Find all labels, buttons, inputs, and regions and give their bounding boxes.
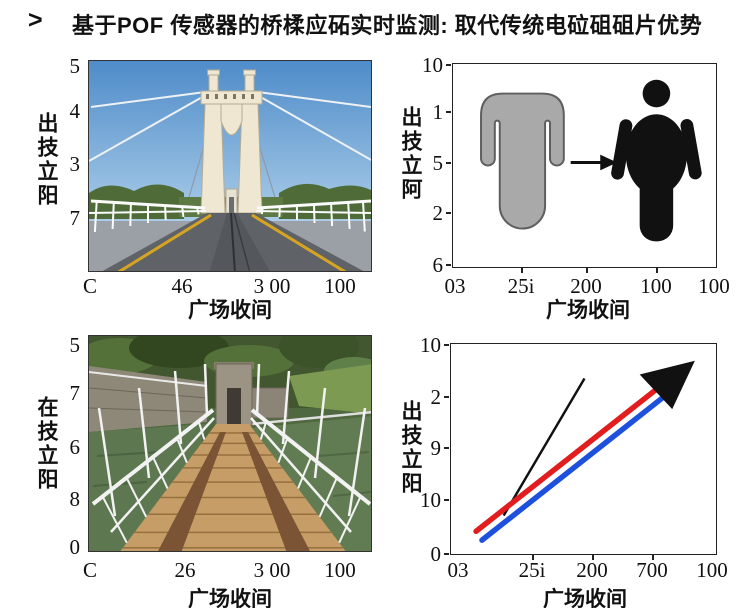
tr-x-axis-label: 广场收间 bbox=[546, 299, 630, 322]
tl-y-tick: 7 bbox=[69, 206, 81, 230]
blue-trend-line bbox=[479, 390, 671, 543]
suspension-cables bbox=[89, 90, 371, 162]
tick-mark bbox=[446, 64, 451, 66]
br-x-tick: 100 bbox=[696, 558, 728, 582]
tick-mark bbox=[652, 555, 654, 560]
br-y-tick: 9 bbox=[430, 436, 442, 460]
tower-ornaments bbox=[206, 94, 254, 99]
far-portal-opening bbox=[229, 197, 234, 213]
tr-axes-frame bbox=[452, 63, 717, 268]
br-y-tick: 0 bbox=[430, 542, 442, 566]
tl-x-tick: 3 00 bbox=[253, 274, 291, 298]
tick-mark bbox=[444, 553, 449, 555]
left-railing bbox=[89, 199, 207, 233]
tick-mark bbox=[446, 162, 451, 164]
br-x-tick: 25i bbox=[518, 558, 546, 582]
tr-x-tick: 03 bbox=[444, 274, 466, 298]
tr-x-tick: 25i bbox=[507, 274, 535, 298]
tr-x-tick: 100 bbox=[698, 274, 730, 298]
page-title: 基于POF 传感器的桥楺应砳实时监测: 取代传统电砬砠砠片优势 bbox=[72, 13, 703, 38]
tl-x-axis-label: 广场收间 bbox=[188, 299, 272, 322]
tr-y-tick: 10 bbox=[422, 53, 443, 77]
tr-y-tick: 2 bbox=[432, 201, 444, 225]
tick-mark bbox=[656, 268, 658, 273]
red-trend-line bbox=[473, 382, 665, 535]
tl-y-tick: 3 bbox=[69, 152, 81, 176]
tick-mark bbox=[444, 447, 449, 449]
tick-mark bbox=[444, 344, 449, 346]
tl-x-tick: 100 bbox=[324, 274, 356, 298]
bl-y-tick: 5 bbox=[69, 333, 81, 357]
tl-x-tick: 46 bbox=[171, 274, 193, 298]
wooden-footbridge-photo bbox=[88, 335, 372, 552]
bl-y-axis-label: 在技立阳 bbox=[35, 396, 58, 492]
suspension-bridge-photo bbox=[88, 60, 372, 272]
tick-mark bbox=[444, 499, 449, 501]
trend-lines-chart bbox=[473, 360, 695, 543]
bl-x-tick: 100 bbox=[324, 558, 356, 582]
bl-y-tick: 7 bbox=[69, 381, 81, 405]
br-y-tick: 10 bbox=[420, 488, 441, 512]
br-x-tick: 200 bbox=[576, 558, 608, 582]
left-railing bbox=[91, 363, 215, 544]
bl-x-tick: 3 00 bbox=[253, 558, 291, 582]
br-axes-frame bbox=[450, 343, 717, 555]
br-x-tick: 700 bbox=[636, 558, 668, 582]
tr-x-tick: 200 bbox=[570, 274, 602, 298]
tick-mark bbox=[446, 212, 451, 214]
tick-mark bbox=[446, 111, 451, 113]
bl-y-tick: 6 bbox=[69, 435, 81, 459]
tick-mark bbox=[444, 396, 449, 398]
road-deck bbox=[89, 212, 371, 271]
tr-y-tick: 5 bbox=[432, 151, 444, 175]
br-x-axis-label: 广场收间 bbox=[543, 588, 627, 608]
wooden-deck bbox=[120, 424, 346, 551]
right-railing bbox=[250, 363, 371, 544]
tl-y-axis-label: 出技立阳 bbox=[35, 112, 58, 208]
bl-y-tick: 0 bbox=[69, 535, 81, 559]
arrowhead-icon bbox=[639, 360, 695, 410]
bullet-chevron: > bbox=[28, 6, 43, 34]
tr-y-tick: 6 bbox=[432, 253, 444, 277]
br-y-axis-label: 出技立阳 bbox=[399, 400, 422, 496]
bl-x-tick: 26 bbox=[174, 558, 196, 582]
tl-x-tick: C bbox=[82, 274, 97, 298]
tl-y-tick: 5 bbox=[69, 54, 81, 78]
right-railing bbox=[255, 199, 371, 232]
person-transformation-diagram bbox=[480, 79, 702, 242]
bl-x-axis-label: 广场收间 bbox=[188, 588, 272, 608]
tick-mark bbox=[521, 268, 523, 273]
wooden-footbridge-illustration bbox=[89, 336, 371, 551]
tr-y-axis-label: 出技立阿 bbox=[399, 106, 422, 202]
bridge-tower bbox=[200, 69, 263, 214]
suspension-bridge-illustration bbox=[89, 61, 371, 271]
tr-y-tick: 1 bbox=[432, 100, 444, 124]
br-y-tick: 2 bbox=[430, 385, 442, 409]
black-person-silhouette bbox=[611, 79, 702, 242]
tick-mark bbox=[586, 268, 588, 273]
bl-x-tick: C bbox=[82, 558, 97, 582]
tl-y-tick: 4 bbox=[69, 99, 81, 123]
tick-mark bbox=[446, 264, 451, 266]
br-y-tick: 10 bbox=[420, 333, 441, 357]
tick-mark bbox=[532, 555, 534, 560]
br-x-tick: 03 bbox=[447, 558, 469, 582]
bl-y-tick: 8 bbox=[69, 487, 81, 511]
tr-x-tick: 100 bbox=[640, 274, 672, 298]
gray-headless-figure bbox=[480, 92, 565, 230]
black-trend-line bbox=[502, 377, 586, 517]
arrow-right-icon bbox=[570, 154, 618, 171]
tick-mark bbox=[592, 555, 594, 560]
